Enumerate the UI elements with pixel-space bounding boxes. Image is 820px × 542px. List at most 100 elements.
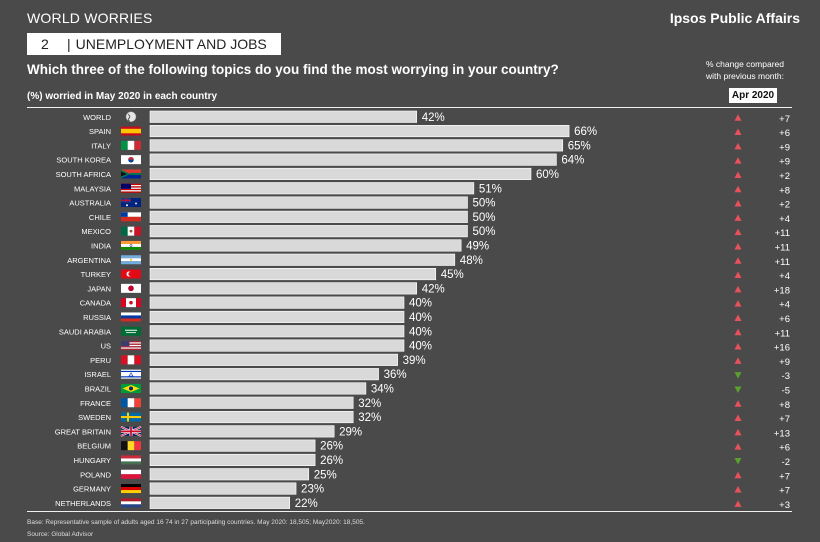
value-label: 48% xyxy=(460,255,483,267)
flag-emblem xyxy=(130,258,132,261)
flag-stripe xyxy=(121,341,141,343)
chart-row: CHILE 50% +4 xyxy=(89,210,790,225)
arrow-up-icon xyxy=(734,471,742,479)
bar xyxy=(149,239,462,252)
value-label: 29% xyxy=(339,426,362,438)
value-label: 32% xyxy=(358,412,381,424)
value-label: 25% xyxy=(314,469,337,481)
flag-stripe xyxy=(134,441,141,451)
change-value: +2 xyxy=(779,200,790,211)
chart-row: PERU 39% +9 xyxy=(90,353,790,368)
footer-source: Source: Global Advisor xyxy=(27,531,94,538)
chart-row: INDIA 49% +11 xyxy=(91,239,790,253)
change-value: +7 xyxy=(779,471,790,482)
chart-subtitle: (%) worried in May 2020 in each country xyxy=(27,91,218,102)
bar xyxy=(149,368,379,381)
section-title: WORLD WORRIES xyxy=(27,10,153,26)
arrow-up-icon xyxy=(734,114,742,121)
arrow-up-icon xyxy=(734,142,742,150)
chart-row: US 40% +16 xyxy=(101,339,790,354)
netherlands-flag-icon xyxy=(121,498,141,508)
arrow-down-icon xyxy=(734,386,742,393)
flag-stripe xyxy=(121,212,128,217)
value-label: 50% xyxy=(473,212,496,224)
change-value: +3 xyxy=(779,500,790,511)
value-label: 60% xyxy=(536,169,559,181)
flag-stripe xyxy=(121,312,141,316)
flag-emblem xyxy=(135,202,137,205)
bar xyxy=(149,425,335,438)
bar xyxy=(149,110,418,123)
category-label: GREAT BRITAIN xyxy=(55,427,111,436)
chart-row: TURKEY 45% +4 xyxy=(81,267,790,282)
globe-land xyxy=(127,113,131,122)
flag-stripe xyxy=(121,188,141,191)
value-label: 50% xyxy=(473,226,496,238)
israel-flag-icon xyxy=(121,369,141,379)
change-value: +11 xyxy=(775,242,790,253)
bar xyxy=(149,325,405,338)
arrow-up-icon xyxy=(734,200,742,207)
flag-stripe xyxy=(127,140,135,150)
change-value: +4 xyxy=(779,300,790,311)
flag-emblem xyxy=(128,285,134,292)
turkey-flag-icon xyxy=(121,269,141,279)
change-value: +11 xyxy=(775,228,790,239)
value-label: 51% xyxy=(479,183,502,195)
change-value: +7 xyxy=(779,486,790,497)
malaysia-flag-icon xyxy=(121,183,141,193)
flag-stripe xyxy=(121,504,141,508)
value-label: 64% xyxy=(561,155,584,167)
flag-stripe xyxy=(121,261,141,265)
topic-separator: | xyxy=(67,36,71,52)
arrow-up-icon xyxy=(734,500,742,507)
topic-box: 2 | UNEMPLOYMENT AND JOBS xyxy=(27,33,281,55)
category-label: INDIA xyxy=(91,241,111,250)
change-value: +11 xyxy=(775,257,790,268)
category-label: MEXICO xyxy=(81,227,111,236)
value-label: 36% xyxy=(384,369,407,381)
change-value: +4 xyxy=(779,271,790,282)
arrow-down-icon xyxy=(734,457,742,465)
value-label: 22% xyxy=(295,498,318,510)
flag-stripe xyxy=(121,490,141,494)
chart-row: FRANCE 32% +8 xyxy=(80,396,790,411)
sweden-flag-icon xyxy=(121,412,141,422)
bar xyxy=(149,339,405,352)
flag-emblem xyxy=(129,386,133,391)
canada-flag-icon xyxy=(121,298,141,308)
flag-stripe xyxy=(121,140,128,150)
arrow-up-icon xyxy=(734,257,742,264)
flag-stripe xyxy=(121,461,141,465)
bar xyxy=(149,382,367,395)
arrow-up-icon xyxy=(734,400,742,407)
flag-stripe xyxy=(121,169,141,174)
chile-flag-icon xyxy=(121,212,141,222)
chart-row: POLAND 25% +7 xyxy=(80,468,790,482)
flag-stripe xyxy=(134,398,141,408)
flag-stripe xyxy=(121,128,141,134)
category-label: RUSSIA xyxy=(83,313,111,322)
chart-row: SPAIN 66% +6 xyxy=(89,125,790,139)
change-value: +8 xyxy=(779,400,790,411)
south-africa-flag-icon xyxy=(121,169,141,179)
chart-row: MEXICO 50% +11 xyxy=(81,225,790,239)
bar xyxy=(149,139,564,152)
arrow-up-icon xyxy=(734,242,742,250)
flag-stripe xyxy=(121,441,128,451)
flag-stripe xyxy=(121,246,141,250)
flag-stripe xyxy=(121,455,141,459)
change-value: +8 xyxy=(779,185,790,196)
south-korea-flag-icon xyxy=(121,155,141,165)
flag-stripe xyxy=(121,342,141,344)
flag-stripe xyxy=(121,298,126,308)
category-label: US xyxy=(101,342,111,351)
change-value: +9 xyxy=(779,357,790,368)
value-label: 32% xyxy=(358,398,381,410)
mexico-flag-icon xyxy=(121,226,141,236)
category-label: POLAND xyxy=(80,470,111,479)
chart-row: BRAZIL 34% -5 xyxy=(85,382,790,396)
flag-emblem xyxy=(128,372,134,377)
flag-stripe xyxy=(121,343,141,345)
